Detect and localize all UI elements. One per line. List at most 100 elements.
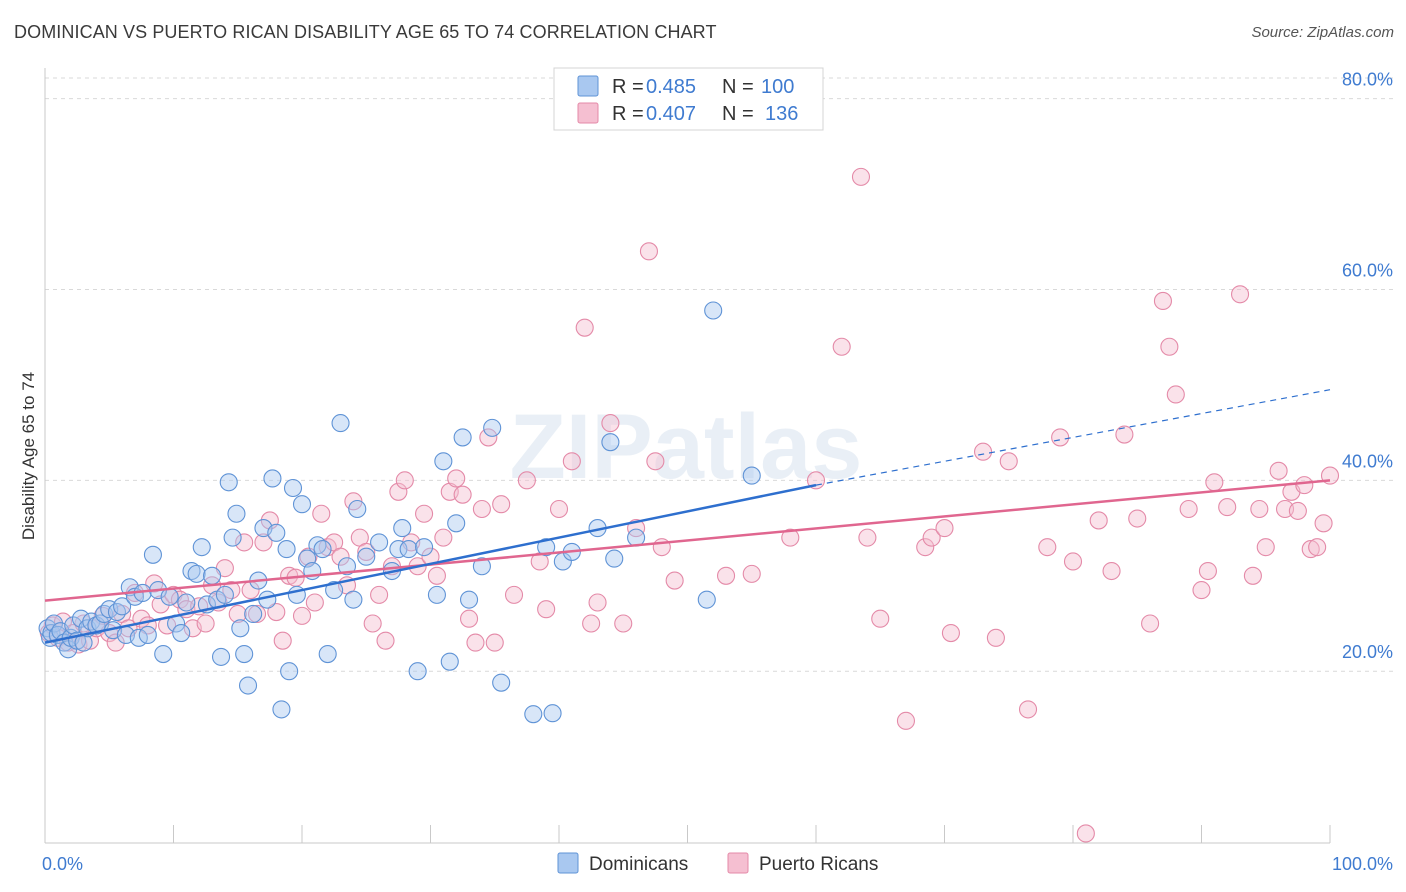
puerto-rican-point	[1115, 425, 1134, 444]
dominican-point	[238, 676, 258, 695]
puerto-rican-point	[1205, 473, 1224, 492]
dominican-point	[524, 705, 543, 724]
puerto-rican-point	[434, 528, 453, 547]
dominican-point	[389, 540, 408, 559]
puerto-rican-point	[427, 566, 446, 585]
puerto-rican-point	[504, 585, 524, 604]
puerto-rican-point	[1179, 499, 1198, 519]
puerto-rican-point	[986, 628, 1005, 647]
puerto-rican-point	[363, 614, 382, 633]
puerto-rican-point	[479, 428, 498, 447]
puerto-rican-point	[395, 471, 414, 490]
dominican-point	[211, 647, 231, 666]
dominican-point	[331, 414, 350, 433]
puerto-rican-point	[1250, 499, 1269, 519]
legend-n-value: 100	[761, 76, 794, 98]
puerto-rican-point	[1038, 538, 1057, 557]
dominican-point	[704, 301, 723, 320]
dominican-point	[160, 587, 179, 606]
puerto-rican-point	[832, 337, 851, 356]
dominican-point	[325, 581, 344, 600]
legend-swatch-blue	[577, 75, 599, 97]
y-tick-label: 20.0%	[1342, 642, 1393, 662]
puerto-rican-point	[639, 242, 659, 261]
dominican-point	[370, 533, 389, 552]
puerto-rican-point	[312, 504, 331, 523]
puerto-rican-point	[376, 631, 395, 650]
puerto-rican-point	[1018, 700, 1038, 719]
puerto-rican-point	[1076, 824, 1095, 843]
bottom-legend: Dominicans Puerto Ricans	[557, 852, 878, 875]
bottom-legend-swatch-blue	[557, 852, 579, 874]
dominican-point	[263, 469, 282, 488]
dominican-point	[244, 604, 263, 624]
puerto-rican-point	[235, 533, 254, 552]
source-label: Source: ZipAtlas.com	[1251, 24, 1394, 41]
puerto-rican-point	[549, 499, 569, 519]
legend-box: R = 0.485 N = 100 R = 0.407 N = 136	[553, 67, 824, 131]
puerto-rican-point	[665, 571, 684, 590]
puerto-rican-point	[292, 606, 312, 625]
puerto-rican-point	[1166, 385, 1185, 404]
dominican-point	[187, 564, 206, 583]
puerto-rican-point	[466, 633, 485, 652]
dominican-points	[38, 301, 761, 724]
dominican-point	[357, 547, 376, 566]
dominican-point	[231, 619, 250, 638]
dominican-trend-extension	[815, 389, 1331, 486]
dominican-point	[318, 644, 337, 664]
dominican-point	[483, 418, 502, 437]
puerto-rican-point	[896, 711, 916, 730]
puerto-rican-point	[492, 495, 511, 514]
puerto-rican-point	[1141, 614, 1160, 633]
legend-r-label: R =	[612, 76, 644, 98]
puerto-rican-point	[273, 631, 292, 650]
dominican-point	[440, 652, 459, 671]
puerto-rican-point	[415, 504, 434, 523]
puerto-rican-point	[973, 442, 993, 461]
dominican-point	[44, 614, 64, 633]
dominican-point	[280, 662, 299, 681]
watermark-text: ZIPatlas	[510, 396, 863, 498]
puerto-rican-point	[1160, 337, 1179, 356]
puerto-rican-point	[1218, 498, 1237, 517]
dominican-point	[459, 590, 479, 609]
y-tick-labels: 20.0% 40.0% 60.0% 80.0%	[1342, 70, 1393, 663]
dominican-point	[143, 545, 162, 564]
axes	[44, 68, 1331, 844]
legend-n-label: N =	[722, 103, 754, 125]
puerto-rican-point	[851, 167, 871, 186]
dominican-point	[172, 623, 191, 643]
dominican-point	[71, 609, 91, 628]
dominican-point	[605, 549, 624, 568]
puerto-rican-point	[331, 547, 350, 566]
puerto-rican-point	[1128, 509, 1147, 528]
puerto-rican-point	[1153, 291, 1172, 310]
dominican-point	[107, 603, 127, 622]
dominican-point	[348, 499, 367, 519]
legend-r-value: 0.407	[646, 103, 696, 125]
puerto-rican-point	[575, 318, 594, 337]
legend-r-value: 0.485	[646, 76, 696, 98]
puerto-rican-point	[922, 528, 941, 547]
x-tick-label: 0.0%	[42, 854, 83, 874]
puerto-rican-point	[1269, 461, 1288, 480]
dominican-point	[283, 478, 303, 498]
puerto-rican-point	[1089, 511, 1108, 530]
puerto-rican-point	[999, 452, 1018, 471]
puerto-rican-point	[1314, 514, 1333, 533]
dominican-point	[267, 523, 286, 542]
legend-n-label: N =	[722, 76, 754, 98]
bottom-legend-puerto-ricans: Puerto Ricans	[759, 854, 878, 875]
puerto-rican-point	[716, 566, 736, 585]
puerto-rican-point	[370, 585, 389, 604]
puerto-rican-point	[537, 600, 556, 619]
y-tick-label: 60.0%	[1342, 260, 1393, 280]
dominican-point	[277, 540, 296, 559]
puerto-rican-point	[614, 614, 633, 633]
y-tick-label: 80.0%	[1342, 70, 1393, 90]
puerto-rican-point	[447, 469, 466, 488]
puerto-rican-point	[1295, 476, 1314, 495]
dominican-point	[453, 428, 472, 447]
dominican-point	[272, 700, 291, 719]
